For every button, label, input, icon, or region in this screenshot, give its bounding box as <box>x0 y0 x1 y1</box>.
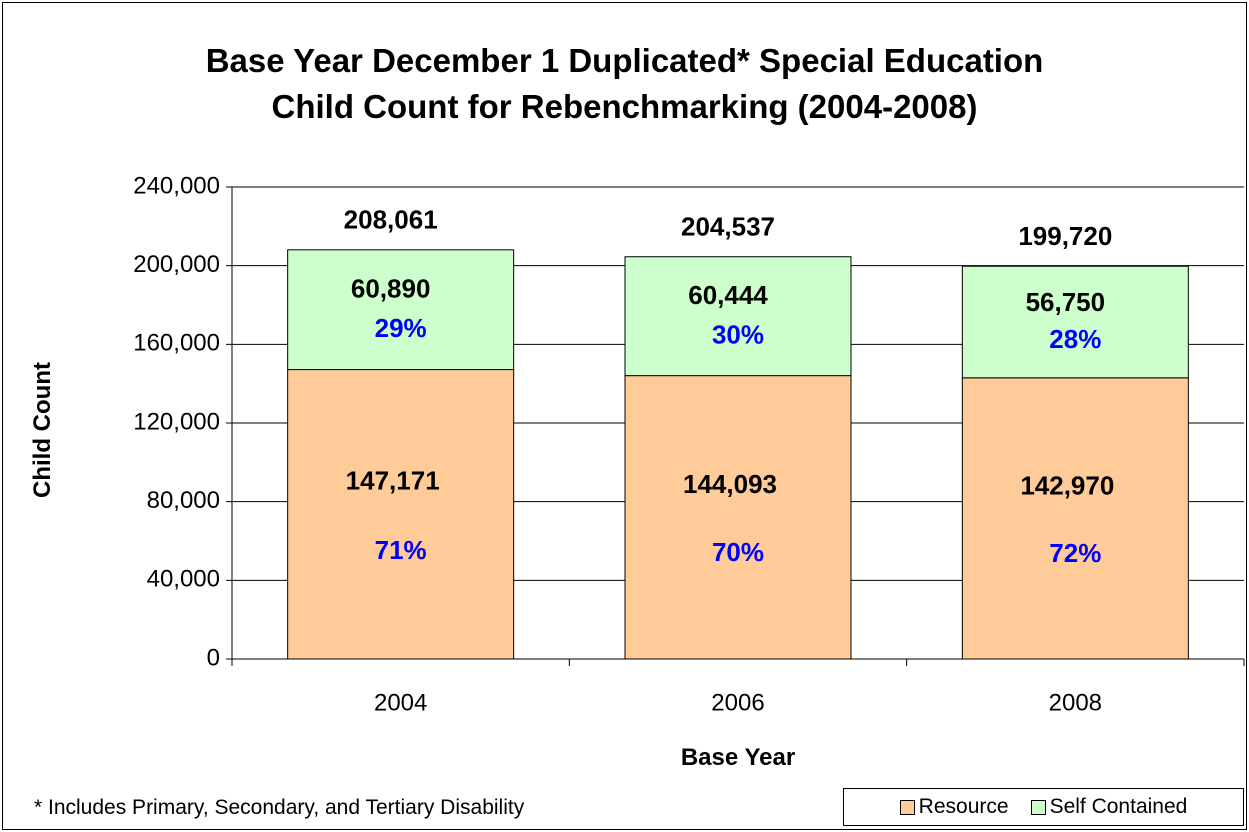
x-tick-label-2004: 2004 <box>374 689 427 716</box>
percent-label-self-contained-2004: 29% <box>375 313 427 343</box>
value-label-resource-2004: 147,171 <box>346 465 440 495</box>
legend-swatch-self-contained <box>1030 799 1046 815</box>
percent-label-self-contained-2008: 28% <box>1049 324 1101 354</box>
chart-title-line-1: Base Year December 1 Duplicated* Special… <box>205 42 1044 79</box>
percent-label-self-contained-2006: 30% <box>712 319 764 349</box>
percent-label-resource-2004: 71% <box>375 535 427 565</box>
bar-resource-2006 <box>624 375 852 660</box>
total-label-2004: 208,061 <box>344 205 438 235</box>
legend-item-resource: Resource <box>899 795 1009 819</box>
x-axis-label: Base Year <box>680 744 796 771</box>
legend-swatch-resource <box>899 799 915 815</box>
percent-label-resource-2006: 70% <box>712 537 764 567</box>
bar-self-contained-2004 <box>287 249 515 371</box>
y-tick-label-3: 120,000 <box>133 408 220 435</box>
bar-resource-2004 <box>287 369 515 660</box>
legend: Resource Self Contained <box>843 788 1244 826</box>
y-tick-label-0: 0 <box>207 644 220 671</box>
y-tick-label-4: 160,000 <box>133 330 220 357</box>
legend-label-self-contained: Self Contained <box>1049 795 1188 818</box>
value-label-resource-2008: 142,970 <box>1020 470 1114 500</box>
footnote: * Includes Primary, Secondary, and Terti… <box>34 796 525 819</box>
y-tick-label-2: 80,000 <box>147 487 220 514</box>
bar-self-contained-2006 <box>624 256 852 377</box>
legend-label-resource: Resource <box>918 795 1009 818</box>
y-tick-label-6: 240,000 <box>133 172 220 199</box>
bar-self-contained-2008 <box>961 265 1189 379</box>
bar-resource-2008 <box>961 377 1189 660</box>
chart-title: Base Year December 1 Duplicated* Special… <box>0 38 1249 130</box>
value-label-self-contained-2004: 60,890 <box>351 273 431 303</box>
total-label-2006: 204,537 <box>681 212 775 242</box>
x-tick-label-2006: 2006 <box>711 689 764 716</box>
value-label-resource-2006: 144,093 <box>683 469 777 499</box>
value-label-self-contained-2008: 56,750 <box>1026 287 1106 317</box>
legend-item-self-contained: Self Contained <box>1030 795 1188 819</box>
x-tick-label-2008: 2008 <box>1049 689 1102 716</box>
value-label-self-contained-2006: 60,444 <box>688 280 768 310</box>
y-tick-label-1: 40,000 <box>147 566 220 593</box>
y-axis-label: Child Count <box>29 362 56 498</box>
chart-title-line-2: Child Count for Rebenchmarking (2004-200… <box>271 88 978 125</box>
total-label-2008: 199,720 <box>1018 221 1112 251</box>
percent-label-resource-2008: 72% <box>1049 538 1101 568</box>
y-tick-label-5: 200,000 <box>133 251 220 278</box>
